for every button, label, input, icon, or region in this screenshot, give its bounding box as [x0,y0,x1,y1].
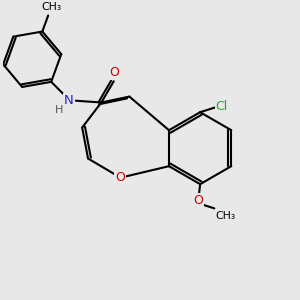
Text: N: N [64,94,74,107]
Text: Cl: Cl [215,100,228,112]
Text: CH₃: CH₃ [41,2,61,12]
Text: H: H [55,105,63,115]
Text: O: O [115,171,125,184]
Text: CH₃: CH₃ [215,211,236,221]
Text: O: O [194,194,203,207]
Text: O: O [110,67,119,80]
